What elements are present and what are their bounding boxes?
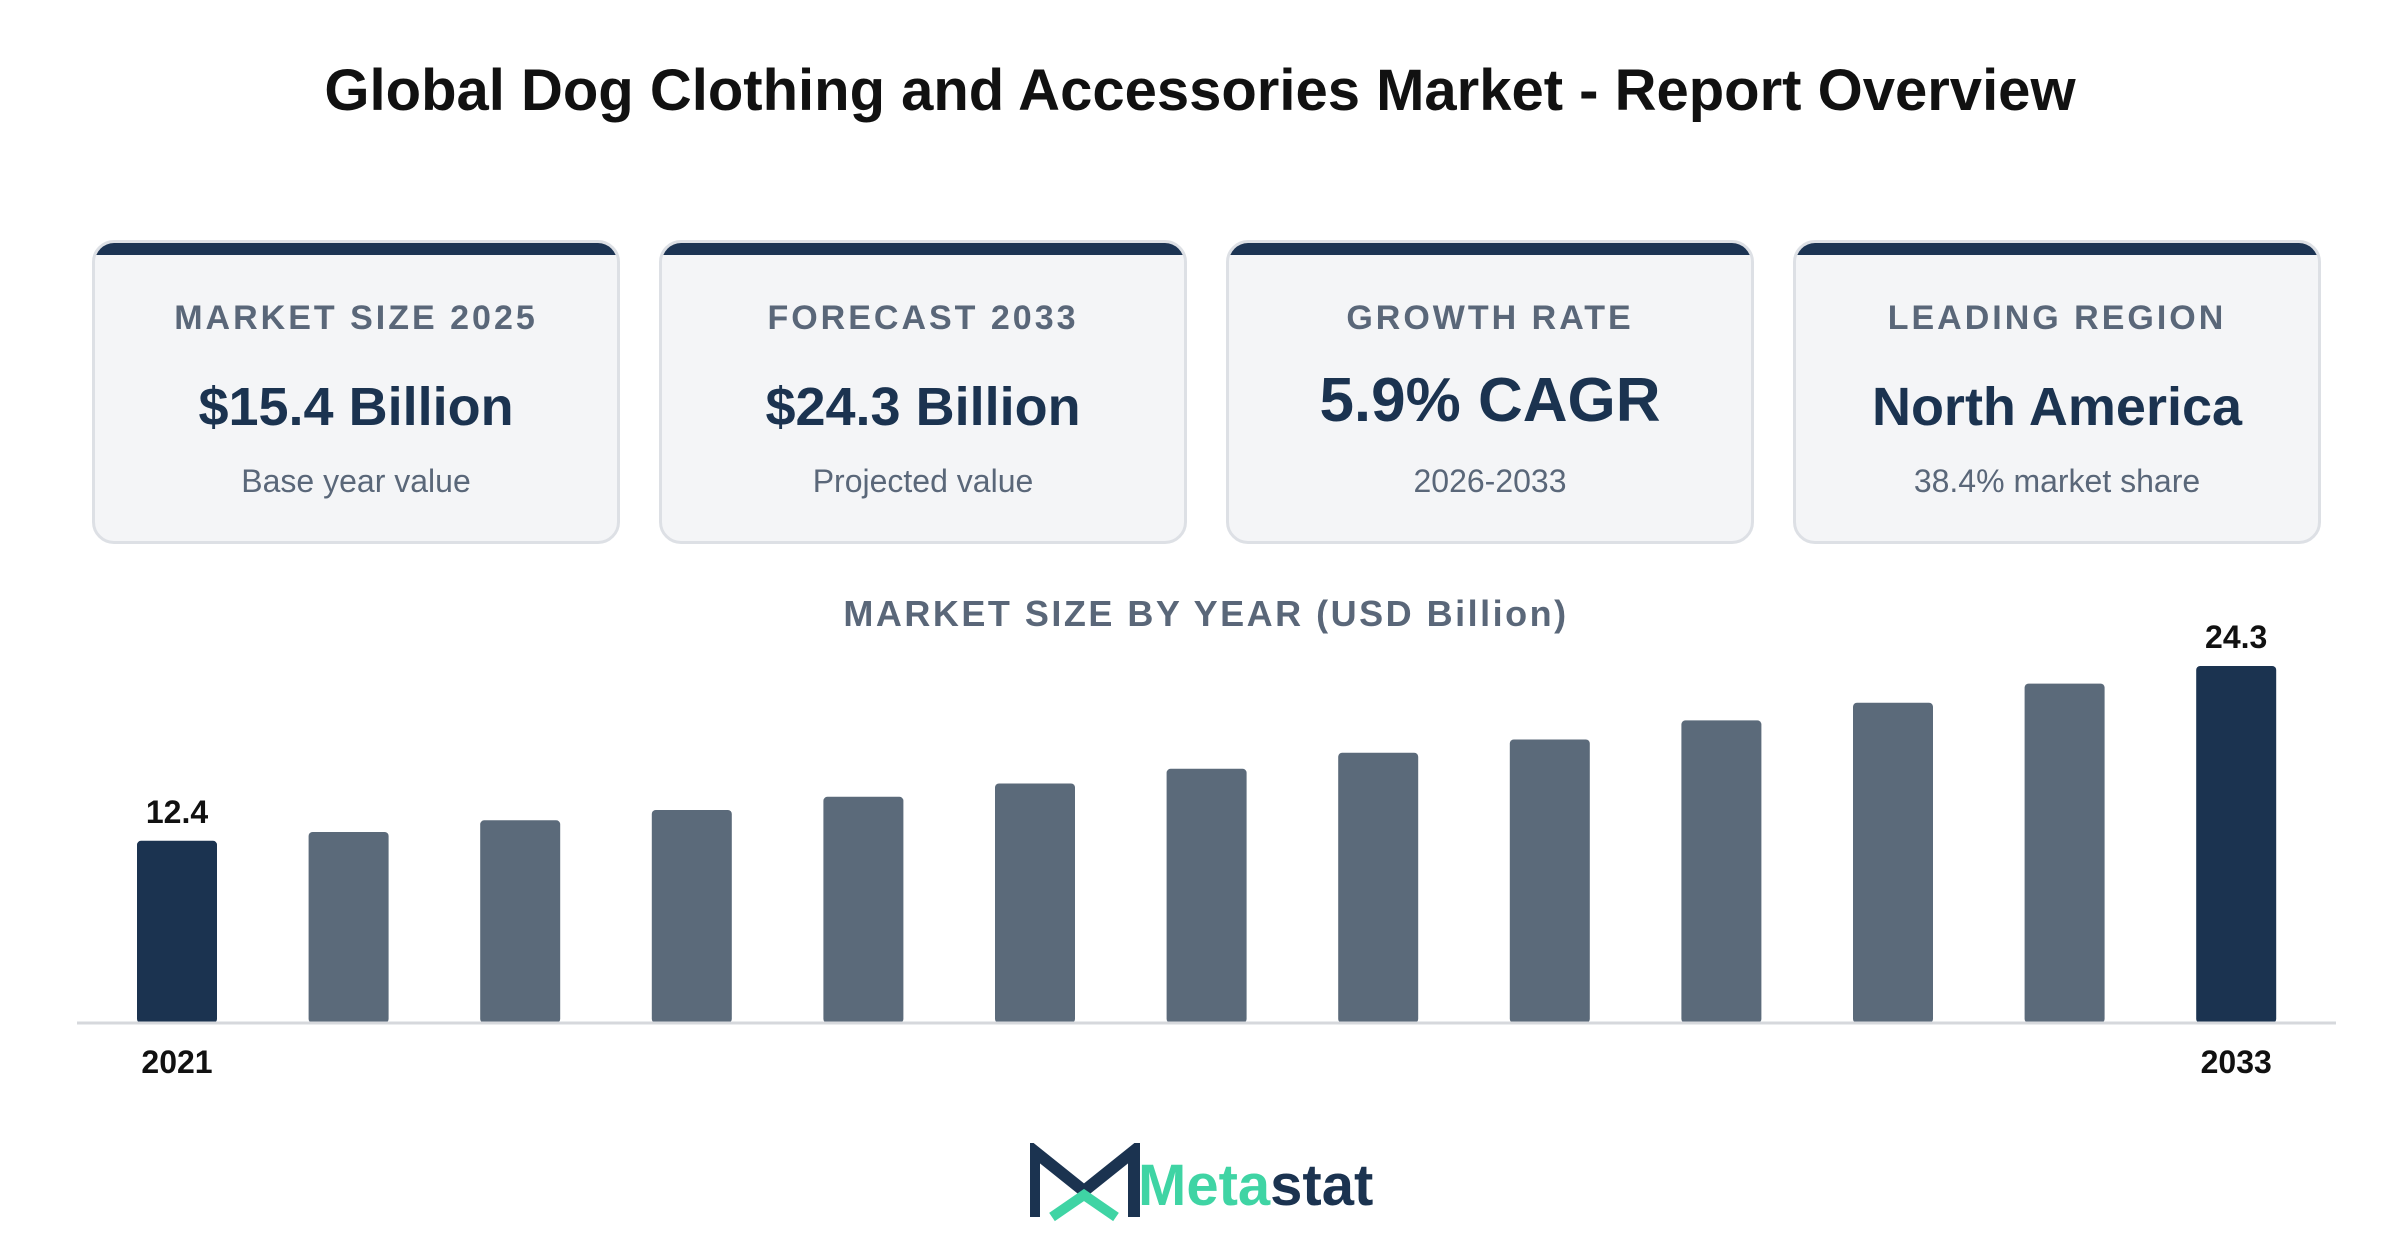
bar-2025 bbox=[823, 796, 904, 1023]
tick-label-2033: 2033 bbox=[2201, 1044, 2272, 1080]
card-value: $15.4 Billion bbox=[198, 377, 514, 437]
card-accent-bar bbox=[1229, 243, 1751, 255]
card-leading-region: LEADING REGION North America 38.4% marke… bbox=[1793, 240, 2321, 544]
bar-2028 bbox=[1338, 752, 1419, 1023]
card-forecast: FORECAST 2033 $24.3 Billion Projected va… bbox=[659, 240, 1187, 544]
card-value: $24.3 Billion bbox=[765, 377, 1081, 437]
card-accent-bar bbox=[662, 243, 1184, 255]
bar-2022 bbox=[308, 832, 389, 1023]
card-label: MARKET SIZE 2025 bbox=[174, 299, 538, 337]
bar-2029 bbox=[1509, 739, 1590, 1023]
card-subtext: Projected value bbox=[812, 463, 1034, 499]
logo-text-stat: stat bbox=[1270, 1153, 1373, 1218]
bar-2030 bbox=[1681, 720, 1762, 1023]
card-accent-bar bbox=[1796, 243, 2318, 255]
tick-label-2021: 2021 bbox=[141, 1044, 212, 1080]
card-label: FORECAST 2033 bbox=[767, 299, 1079, 337]
card-value: 5.9% CAGR bbox=[1319, 366, 1661, 435]
chart-title: MARKET SIZE BY YEAR (USD Billion) bbox=[843, 593, 1568, 634]
metastat-logo: Metastat bbox=[1030, 1143, 1373, 1222]
bar-2031 bbox=[1853, 702, 1933, 1023]
bar-2032 bbox=[2024, 683, 2105, 1023]
card-label: LEADING REGION bbox=[1887, 299, 2227, 337]
labels-group: 12.4 24.3 2021 2033 bbox=[141, 619, 2271, 1080]
card-growth-rate: GROWTH RATE 5.9% CAGR 2026-2033 bbox=[1226, 240, 1754, 544]
bar-2027 bbox=[1166, 768, 1247, 1023]
bars-group bbox=[137, 666, 2277, 1023]
bar-2023 bbox=[480, 820, 561, 1023]
market-size-bar-chart: MARKET SIZE BY YEAR (USD Billion) 12.4 24… bbox=[77, 593, 2336, 1080]
logo-wordmark: Metastat bbox=[1138, 1153, 1373, 1218]
logo-mark-icon bbox=[1030, 1143, 1140, 1217]
bar-2033 bbox=[2196, 666, 2277, 1023]
bar-2021 bbox=[137, 840, 217, 1023]
data-label-2033: 24.3 bbox=[2205, 619, 2267, 655]
card-subtext: Base year value bbox=[241, 463, 471, 499]
card-market-size: MARKET SIZE 2025 $15.4 Billion Base year… bbox=[92, 240, 620, 544]
card-subtext: 38.4% market share bbox=[1913, 463, 2201, 499]
logo-mark-accent-icon bbox=[1049, 1188, 1119, 1222]
card-accent-bar bbox=[95, 243, 617, 255]
page-title: Global Dog Clothing and Accessories Mark… bbox=[324, 58, 2076, 123]
data-label-2021: 12.4 bbox=[146, 794, 208, 830]
logo-text-meta: Meta bbox=[1138, 1153, 1271, 1218]
bar-2026 bbox=[995, 783, 1075, 1023]
card-value: North America bbox=[1871, 377, 2243, 437]
card-subtext: 2026-2033 bbox=[1413, 463, 1567, 499]
card-label: GROWTH RATE bbox=[1346, 299, 1634, 337]
bar-2024 bbox=[651, 810, 732, 1023]
